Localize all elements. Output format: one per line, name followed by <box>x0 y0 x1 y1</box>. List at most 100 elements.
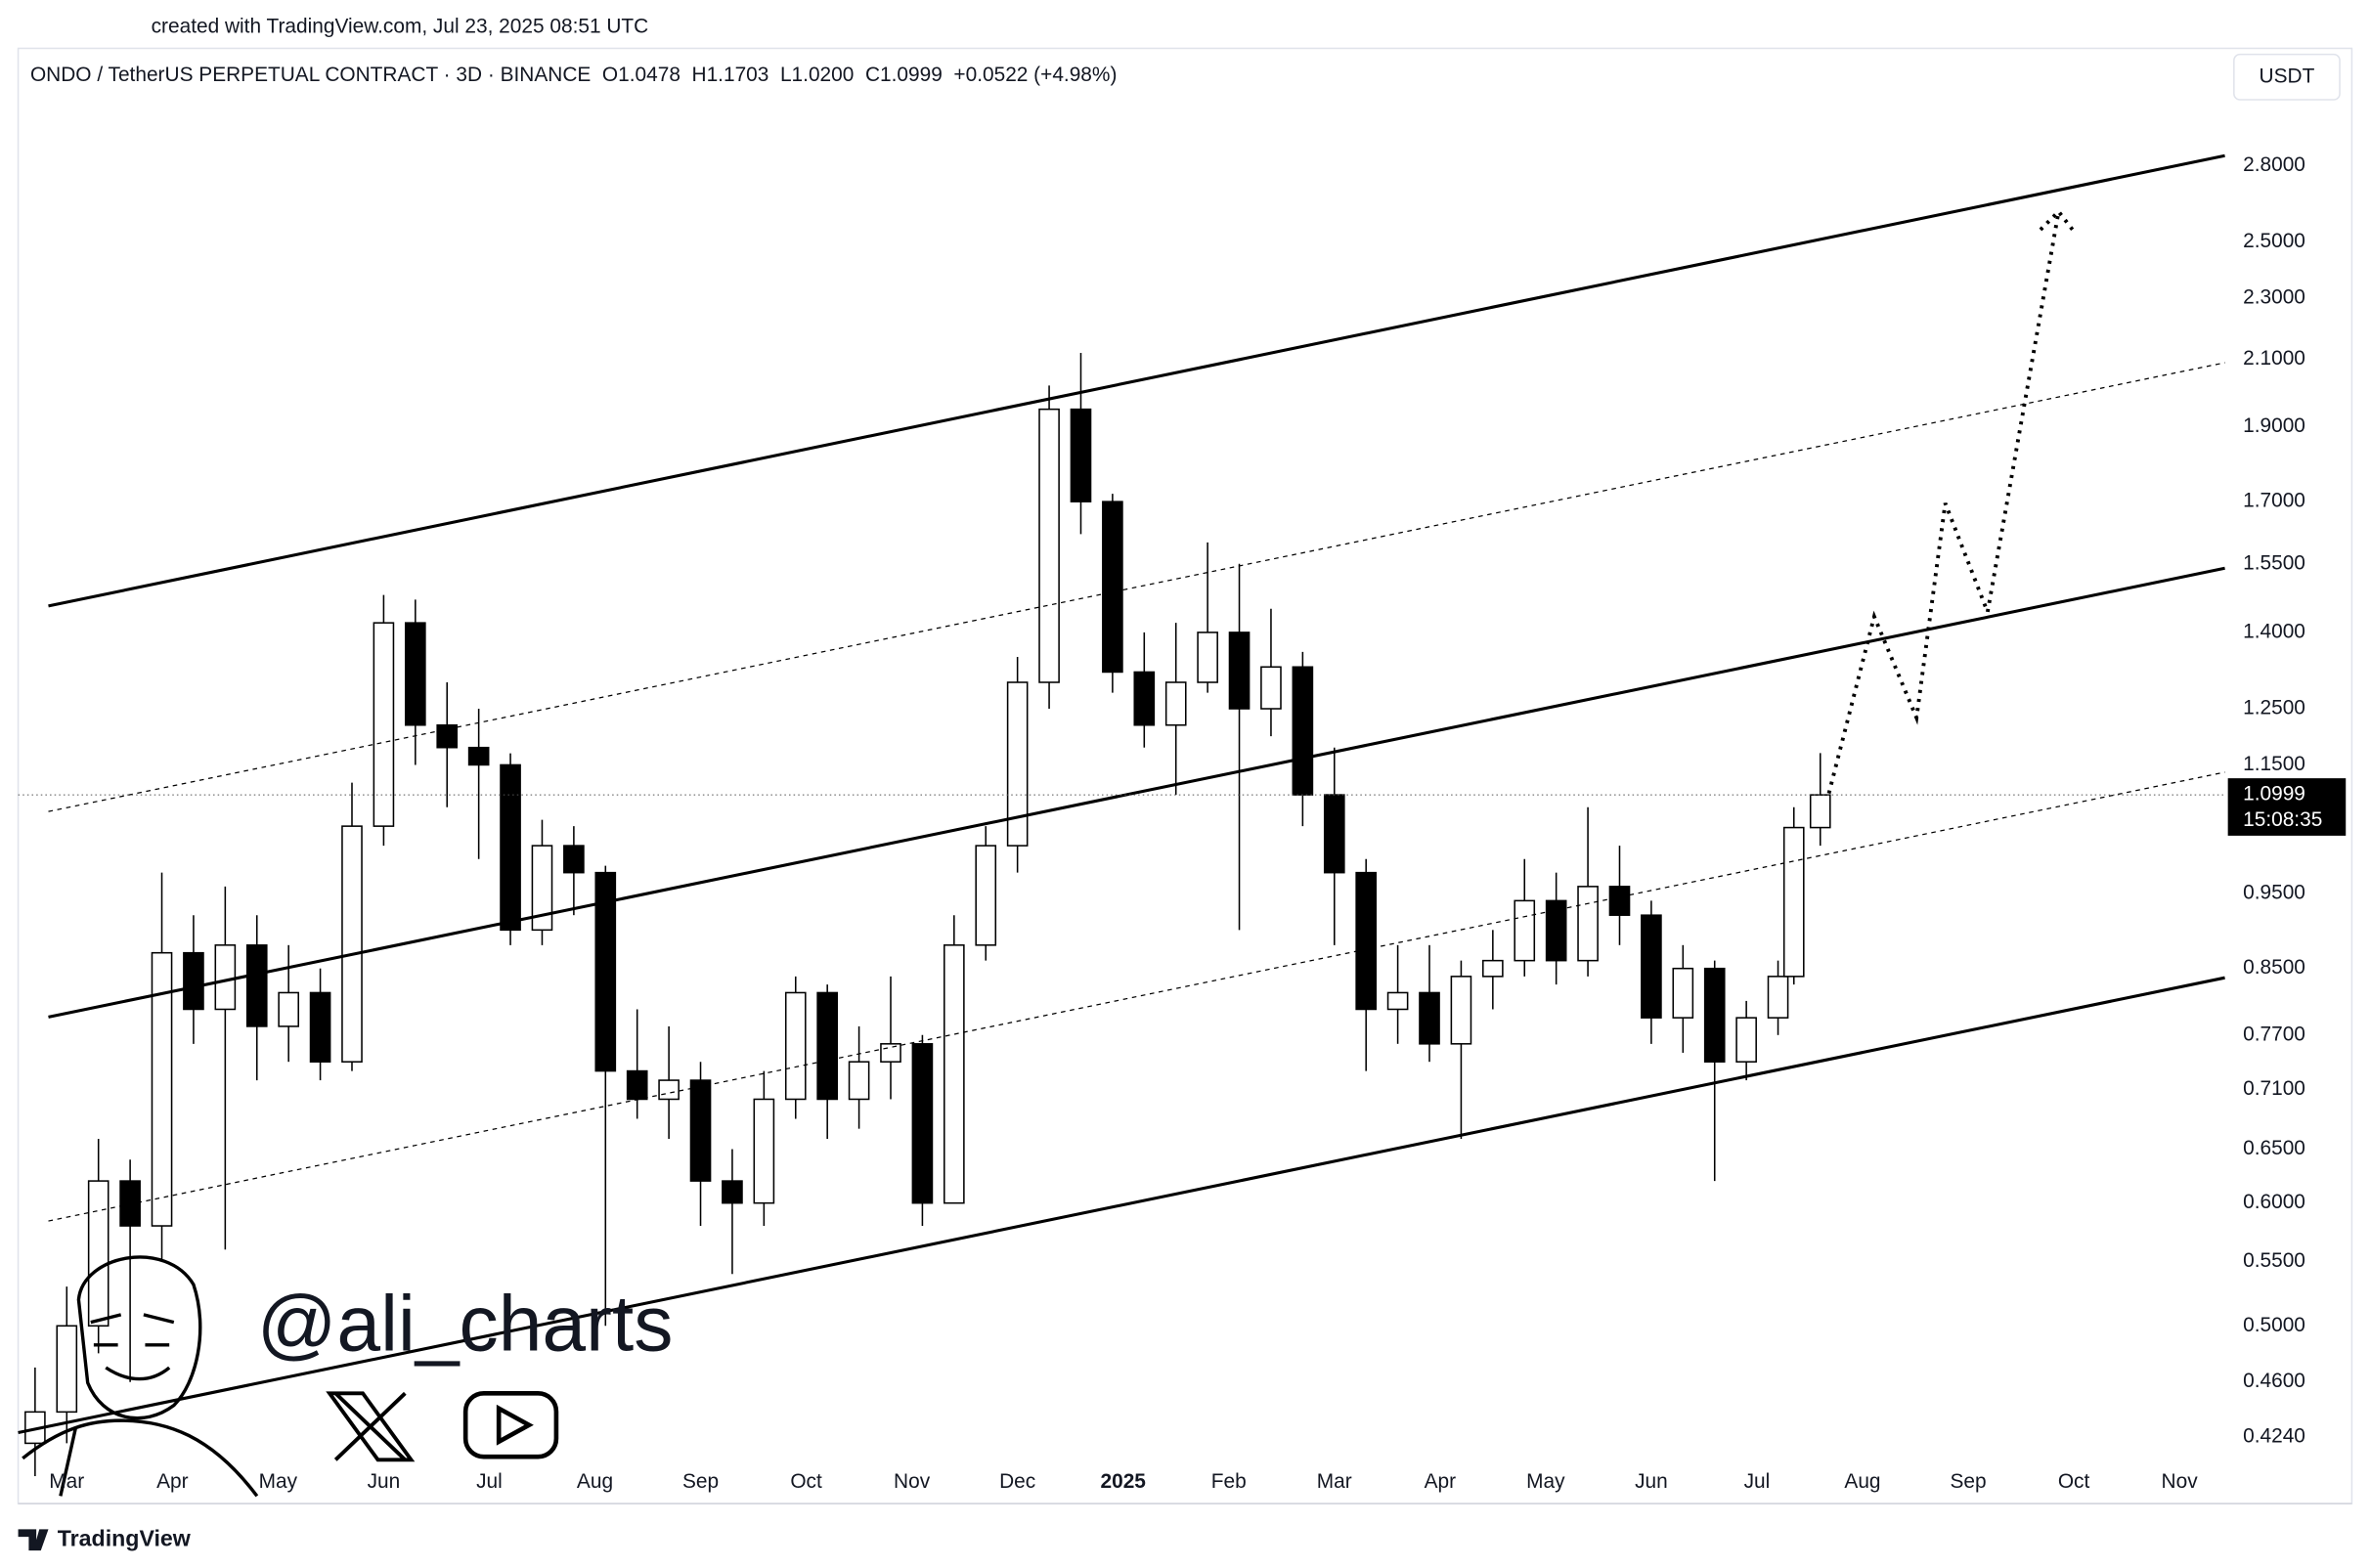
youtube-logo <box>462 1390 559 1459</box>
brand-mark <box>18 1529 49 1551</box>
candle-body <box>1228 632 1251 710</box>
footer-logo: TradingView <box>18 1525 192 1551</box>
candle-body <box>1450 976 1472 1045</box>
candle-body <box>151 951 173 1227</box>
channel-lower <box>18 976 2225 1435</box>
y-tick-label: 2.5000 <box>2243 230 2305 252</box>
y-tick-label: 0.8500 <box>2243 956 2305 979</box>
x-tick-label: Jun <box>368 1470 401 1493</box>
symbol-legend: ONDO / TetherUS PERPETUAL CONTRACT · 3D … <box>30 64 1117 86</box>
candle-body <box>1577 886 1599 962</box>
youtube-play <box>496 1404 534 1446</box>
x-logo <box>326 1391 416 1462</box>
candle-body <box>594 871 617 1072</box>
candle-body <box>245 944 268 1027</box>
x-tick-label: Oct <box>2058 1470 2090 1493</box>
y-tick-label: 1.1500 <box>2243 753 2305 775</box>
candle-body <box>722 1180 743 1204</box>
candle-body <box>1482 959 1504 978</box>
channel <box>18 153 2225 1435</box>
candle-body <box>309 991 331 1063</box>
candle-body <box>1260 666 1282 710</box>
projection-path <box>1826 211 2061 795</box>
candle-body <box>1735 1017 1757 1063</box>
x-tick-label: May <box>1526 1470 1565 1493</box>
social-icons <box>326 1390 559 1462</box>
candle-body <box>848 1061 870 1101</box>
x-tick-label: Aug <box>1844 1470 1880 1493</box>
candle-body <box>436 723 459 749</box>
x-tick-label: Dec <box>999 1470 1035 1493</box>
candle-body <box>880 1043 901 1063</box>
x-tick-label: Apr <box>1425 1470 1457 1493</box>
candle-body <box>1514 899 1536 962</box>
y-tick-label: 0.9500 <box>2243 882 2305 904</box>
candle-body <box>467 746 490 766</box>
candle-body <box>1355 871 1378 1011</box>
y-tick-label: 0.6000 <box>2243 1191 2305 1213</box>
x-tick-label: Aug <box>577 1470 613 1493</box>
y-tick-label: 1.9000 <box>2243 414 2305 437</box>
candle-body <box>1386 991 1409 1011</box>
channel-middle <box>48 566 2225 1019</box>
candle-body <box>1419 991 1440 1045</box>
watermark-handle: @ali_charts <box>257 1281 674 1369</box>
channel-quarter-upper <box>48 362 2225 812</box>
candle-body <box>1672 967 1694 1019</box>
x-tick-label: Nov <box>894 1470 931 1493</box>
y-tick-label: 0.7700 <box>2243 1023 2305 1045</box>
candle-body <box>1006 681 1029 847</box>
y-tick-label: 2.3000 <box>2243 285 2305 308</box>
candle-body <box>500 763 521 932</box>
candles <box>24 353 1831 1477</box>
candle-body <box>373 622 395 827</box>
candle-body <box>816 991 838 1101</box>
y-tick-label: 0.6500 <box>2243 1137 2305 1159</box>
face-outline <box>76 1255 202 1420</box>
candle-body <box>1608 886 1631 916</box>
x-tick-label: Jul <box>476 1470 503 1493</box>
candle-body <box>1323 794 1345 874</box>
brand-name: TradingView <box>58 1525 192 1550</box>
watermark-face <box>22 1255 259 1498</box>
candle-body <box>689 1079 712 1182</box>
countdown-label: 15:08:35 <box>2243 808 2322 831</box>
created-note: created with TradingView.com, Jul 23, 20… <box>152 15 649 37</box>
currency-label: USDT <box>2260 65 2315 87</box>
y-tick-label: 1.2500 <box>2243 697 2305 719</box>
candle-body <box>531 845 553 932</box>
y-tick-label: 1.5500 <box>2243 551 2305 574</box>
currency-button[interactable] <box>2233 53 2341 101</box>
candle-body <box>183 951 204 1011</box>
x-tick-label: 2025 <box>1100 1470 1146 1493</box>
candle-body <box>1038 408 1060 683</box>
candle-body <box>1102 501 1123 674</box>
candle-body <box>1197 632 1218 683</box>
shoulders <box>22 1418 259 1498</box>
x-tick-label: Jun <box>1635 1470 1668 1493</box>
y-tick-label: 2.1000 <box>2243 347 2305 370</box>
candle-body <box>626 1069 648 1101</box>
y-tick-label: 0.7100 <box>2243 1077 2305 1100</box>
last-price-label: 1.0999 <box>2243 783 2305 806</box>
y-tick-label: 0.4600 <box>2243 1370 2305 1392</box>
y-tick-label: 0.5500 <box>2243 1249 2305 1272</box>
x-tick-label: May <box>259 1470 298 1493</box>
x-tick-label: Jul <box>1744 1470 1771 1493</box>
y-tick-label: 1.4000 <box>2243 620 2305 642</box>
x-tick-label: Sep <box>682 1470 719 1493</box>
y-tick-label: 0.4240 <box>2243 1424 2305 1447</box>
candle-body <box>753 1098 775 1204</box>
candle-body <box>341 825 363 1063</box>
x-tick-label: Apr <box>156 1470 189 1493</box>
last-price-box <box>2227 778 2347 836</box>
candle-body <box>784 991 807 1101</box>
x-tick-label: Feb <box>1211 1470 1247 1493</box>
candle-body <box>658 1079 680 1101</box>
x-tick-label: Mar <box>49 1470 84 1493</box>
channel-upper <box>48 153 2225 608</box>
x-tick-label: Nov <box>2162 1470 2199 1493</box>
candle-body <box>278 991 299 1027</box>
